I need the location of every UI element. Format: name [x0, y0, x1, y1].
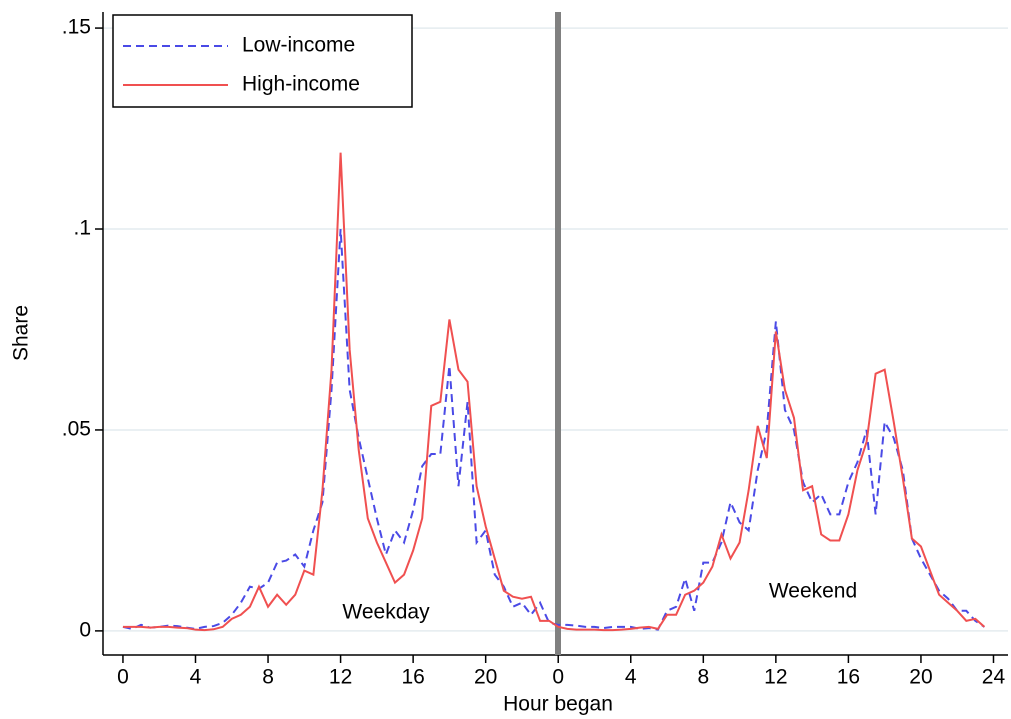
x-tick-label: 8 [262, 666, 274, 689]
legend-box [112, 14, 413, 108]
x-tick-label: 12 [329, 666, 352, 689]
y-axis-label: Share [10, 305, 33, 361]
legend-label: High-income [242, 73, 360, 96]
y-tick-label: .15 [62, 16, 91, 39]
y-tick-label: .1 [73, 217, 91, 240]
annotation: Weekend [769, 580, 857, 603]
annotation: Weekday [342, 601, 430, 624]
x-tick-label: 0 [552, 666, 564, 689]
x-tick-label: 4 [190, 666, 202, 689]
y-tick-label: 0 [79, 618, 91, 641]
series-line [122, 152, 986, 632]
x-tick-label: 16 [401, 666, 424, 689]
x-tick-label: 20 [474, 666, 497, 689]
x-tick-label: 24 [982, 666, 1006, 689]
legend-label: Low-income [242, 34, 355, 57]
x-tick-label: 20 [909, 666, 932, 689]
x-tick-label: 0 [117, 666, 129, 689]
x-tick-label: 4 [625, 666, 637, 689]
x-axis-label: Hour began [503, 693, 613, 716]
y-tick-label: .05 [62, 417, 91, 440]
x-tick-label: 8 [697, 666, 709, 689]
x-tick-label: 12 [764, 666, 787, 689]
x-tick-label: 16 [837, 666, 860, 689]
